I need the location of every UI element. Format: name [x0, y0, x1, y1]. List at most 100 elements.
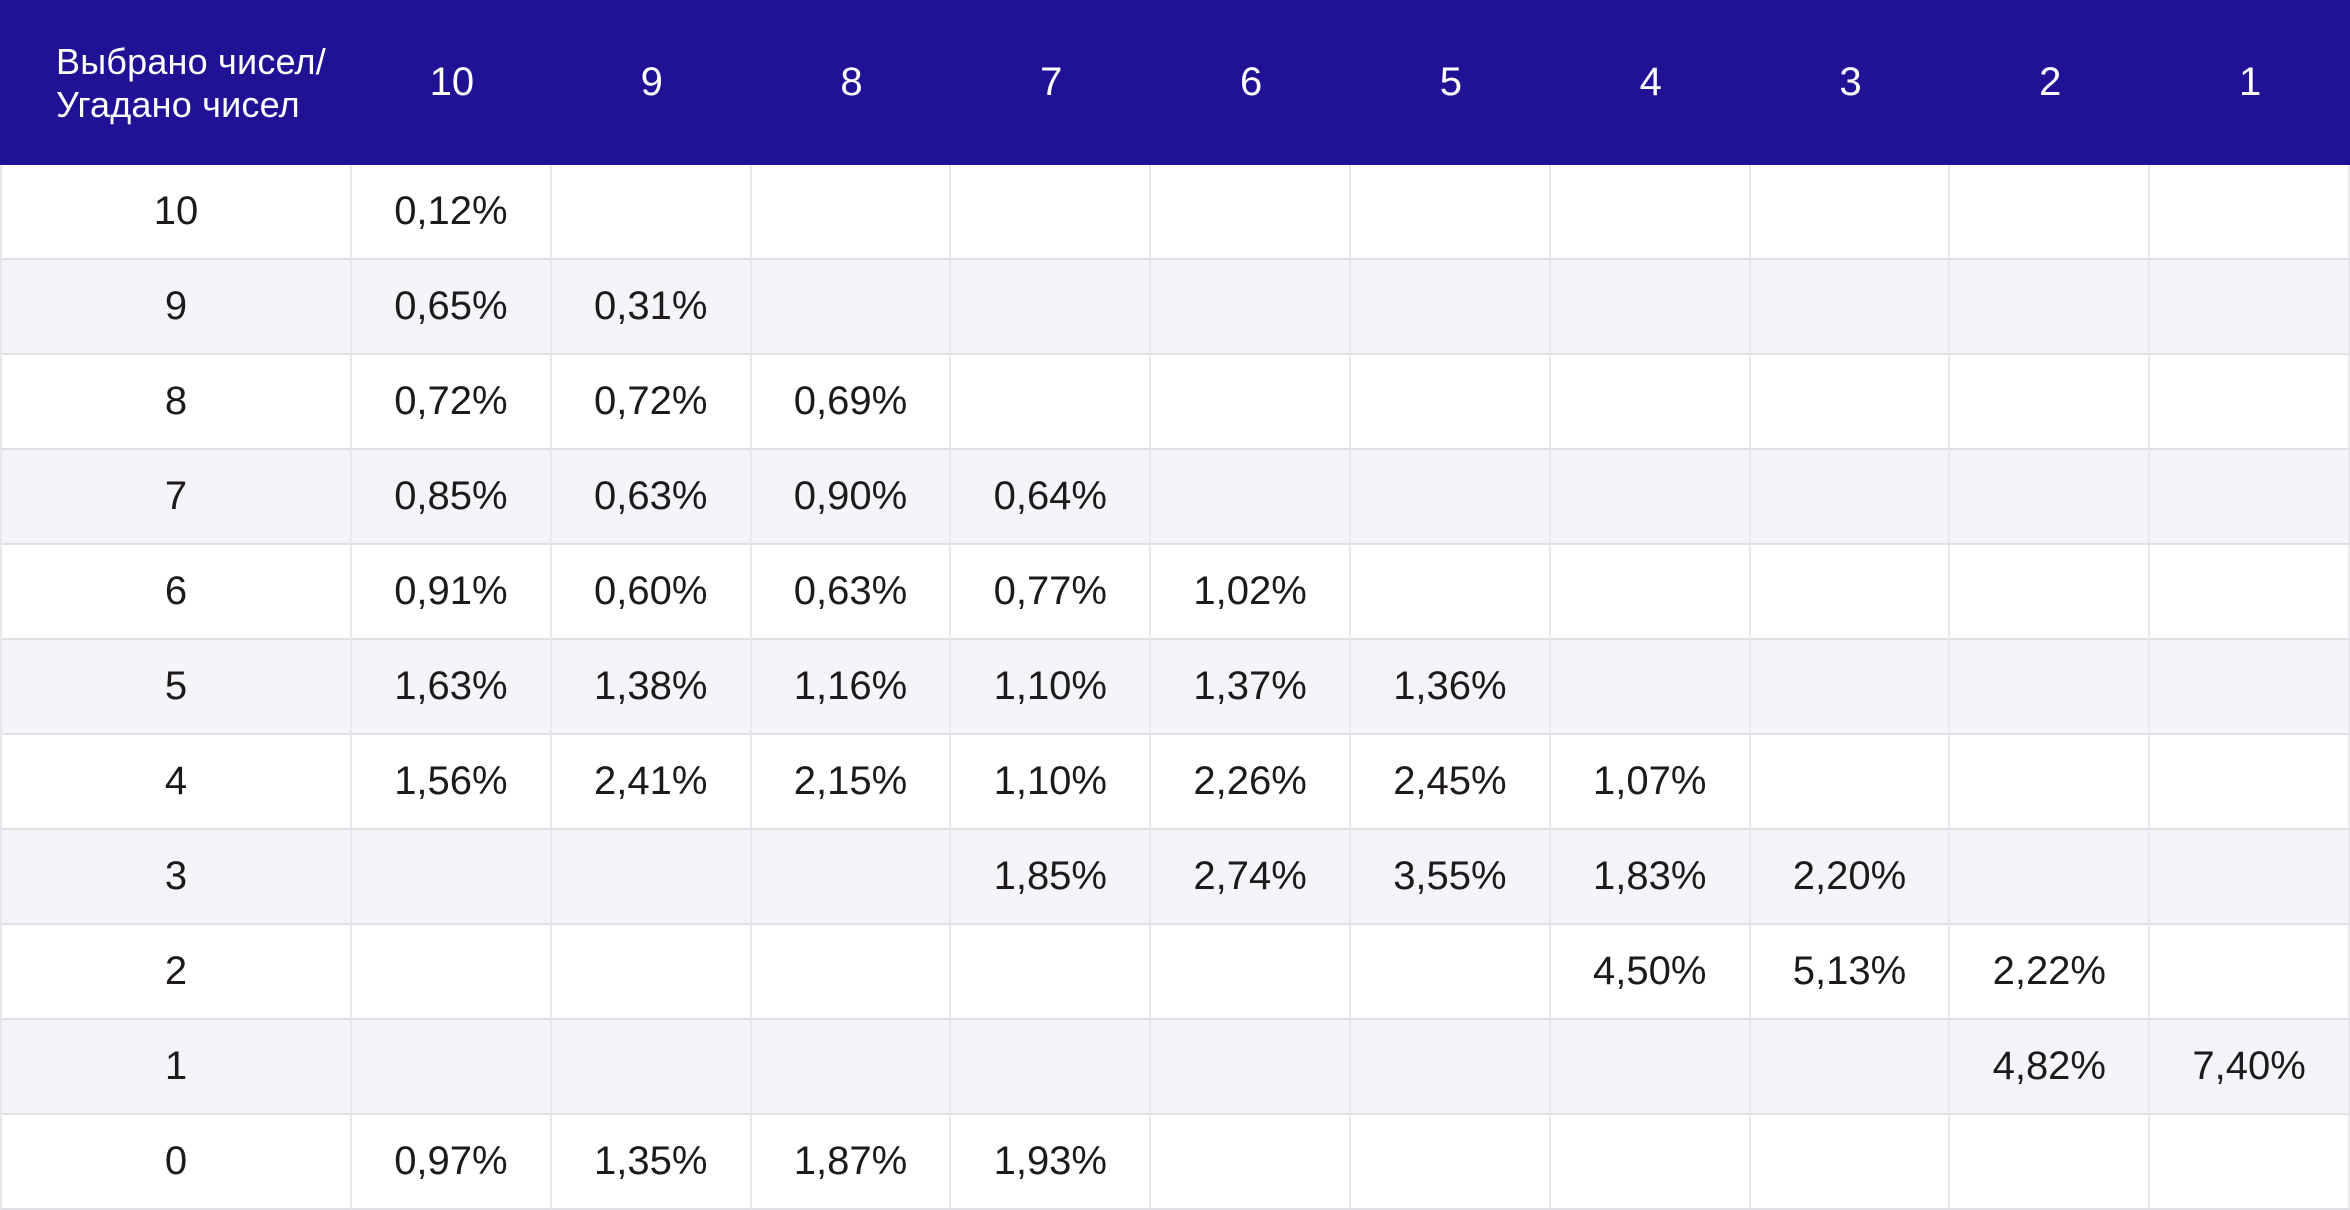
table-cell [1550, 450, 1751, 545]
table-cell [1550, 1020, 1751, 1115]
table-cell [1351, 1020, 1551, 1115]
corner-header: Выбрано чисел/ Угадано чисел [0, 0, 352, 165]
table-cell: 3,55% [1351, 830, 1551, 925]
row-label: 10 [2, 165, 352, 260]
table-cell: 0,65% [352, 260, 552, 355]
table-cell [751, 165, 952, 260]
table-cell [1151, 260, 1351, 355]
table-cell [2150, 640, 2350, 735]
table-cell [1950, 355, 2151, 450]
table-cell: 0,91% [352, 545, 552, 640]
table-cell [1151, 355, 1351, 450]
table-cell: 5,13% [1750, 925, 1951, 1020]
column-header: 8 [840, 60, 863, 104]
table-row: 1 4,82% 7,40% [2, 1020, 2350, 1115]
table-cell [951, 925, 1152, 1020]
column-header: 3 [1839, 60, 1862, 104]
table-cell [751, 925, 952, 1020]
table-cell [551, 165, 752, 260]
table-cell [1550, 545, 1751, 640]
table-cell: 1,35% [551, 1115, 752, 1210]
table-cell: 4,82% [1950, 1020, 2151, 1115]
table-row: 3 1,85% 2,74% 3,55% 1,83% 2,20% [2, 830, 2350, 925]
table-body: 10 0,12% 9 0,65% 0,31% 8 0,72% 0,72% 0,69% 7 0,85%… [0, 165, 2350, 1210]
column-header: 2 [2039, 60, 2062, 104]
table-cell: 2,45% [1351, 735, 1551, 830]
table-cell [551, 1020, 752, 1115]
table-cell [1351, 260, 1551, 355]
table-cell [1351, 1115, 1551, 1210]
table-cell [1750, 355, 1951, 450]
table-cell [1950, 450, 2151, 545]
table-cell [751, 830, 952, 925]
table-cell [1750, 545, 1951, 640]
table-cell: 0,64% [951, 450, 1152, 545]
table-cell [751, 260, 952, 355]
table-cell [1950, 165, 2151, 260]
table-cell [1151, 1020, 1351, 1115]
row-label: 6 [2, 545, 352, 640]
table-cell [1950, 545, 2151, 640]
table-cell: 2,22% [1950, 925, 2151, 1020]
table-cell: 0,69% [751, 355, 952, 450]
table-cell [352, 1020, 552, 1115]
corner-header-line2: Угадано чисел [56, 83, 300, 125]
table-cell: 7,40% [2150, 1020, 2350, 1115]
table-cell [2150, 450, 2350, 545]
table-cell: 1,02% [1151, 545, 1351, 640]
table-cell: 0,77% [951, 545, 1152, 640]
row-label: 0 [2, 1115, 352, 1210]
table-cell [1750, 640, 1951, 735]
table-row: 5 1,63% 1,38% 1,16% 1,10% 1,37% 1,36% [2, 640, 2350, 735]
table-cell [1550, 355, 1751, 450]
column-header: 4 [1639, 60, 1662, 104]
row-label: 8 [2, 355, 352, 450]
table-cell [1950, 260, 2151, 355]
table-cell [951, 355, 1152, 450]
table-cell: 0,60% [551, 545, 752, 640]
table-cell [1750, 735, 1951, 830]
table-row: 9 0,65% 0,31% [2, 260, 2350, 355]
table-cell [551, 830, 752, 925]
row-label: 3 [2, 830, 352, 925]
table-cell [2150, 165, 2350, 260]
table-cell [1750, 260, 1951, 355]
table-cell: 0,85% [352, 450, 552, 545]
table-cell [2150, 545, 2350, 640]
table-cell: 1,10% [951, 735, 1152, 830]
table-cell [1550, 640, 1751, 735]
row-label: 1 [2, 1020, 352, 1115]
table-cell [751, 1020, 952, 1115]
table-cell: 0,90% [751, 450, 952, 545]
corner-header-line1: Выбрано чисел/ [56, 40, 326, 82]
table-cell: 1,83% [1550, 830, 1751, 925]
table-cell: 1,07% [1550, 735, 1751, 830]
table-cell: 1,37% [1151, 640, 1351, 735]
table-cell: 4,50% [1550, 925, 1751, 1020]
table-cell: 2,74% [1151, 830, 1351, 925]
table-row: 8 0,72% 0,72% 0,69% [2, 355, 2350, 450]
table-cell [1950, 830, 2151, 925]
table-cell: 1,38% [551, 640, 752, 735]
table-cell [1550, 165, 1751, 260]
table-cell [1950, 640, 2151, 735]
table-cell [1351, 355, 1551, 450]
table-cell [1750, 1115, 1951, 1210]
table-row: 6 0,91% 0,60% 0,63% 0,77% 1,02% [2, 545, 2350, 640]
table-cell: 0,72% [352, 355, 552, 450]
row-label: 5 [2, 640, 352, 735]
table-cell [1750, 1020, 1951, 1115]
table-cell: 1,36% [1351, 640, 1551, 735]
table-row: 4 1,56% 2,41% 2,15% 1,10% 2,26% 2,45% 1,07% [2, 735, 2350, 830]
row-label: 4 [2, 735, 352, 830]
table-cell [551, 925, 752, 1020]
column-header: 7 [1040, 60, 1063, 104]
table-cell: 0,97% [352, 1115, 552, 1210]
table-cell [1550, 1115, 1751, 1210]
column-header: 10 [429, 60, 475, 104]
table-cell: 2,15% [751, 735, 952, 830]
table-cell: 0,72% [551, 355, 752, 450]
row-label: 7 [2, 450, 352, 545]
table-cell: 1,87% [751, 1115, 952, 1210]
